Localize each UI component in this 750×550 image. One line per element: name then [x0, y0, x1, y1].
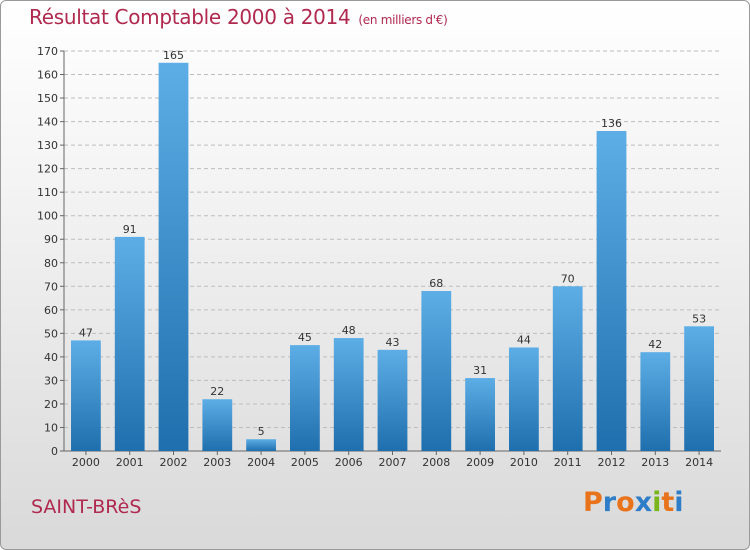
logo-letter: o	[616, 487, 635, 518]
data-label: 70	[561, 272, 575, 285]
x-tick-label: 2003	[203, 456, 231, 469]
x-tick-label: 2007	[379, 456, 407, 469]
x-tick-label: 2008	[422, 456, 450, 469]
data-label: 43	[386, 336, 400, 349]
data-label: 165	[163, 49, 184, 62]
y-tick-label: 120	[37, 163, 58, 176]
logo-letter: t	[661, 487, 675, 518]
chart-title: Résultat Comptable 2000 à 2014 (en millie…	[29, 5, 448, 29]
bar	[333, 338, 364, 451]
y-tick-label: 0	[51, 445, 58, 458]
y-tick-label: 140	[37, 116, 58, 129]
data-label: 136	[601, 117, 622, 130]
y-tick-label: 170	[37, 45, 58, 58]
logo-letter: i	[674, 487, 684, 518]
y-tick-label: 70	[44, 280, 58, 293]
bar	[552, 286, 583, 451]
y-tick-label: 20	[44, 398, 58, 411]
bar	[202, 399, 233, 451]
data-label: 47	[79, 326, 93, 339]
x-tick-label: 2001	[116, 456, 144, 469]
data-label: 48	[342, 324, 356, 337]
y-tick-label: 50	[44, 327, 58, 340]
data-label: 42	[648, 338, 662, 351]
bar	[421, 291, 452, 451]
data-label: 45	[298, 331, 312, 344]
y-tick-label: 110	[37, 186, 58, 199]
data-label: 68	[429, 277, 443, 290]
data-label: 22	[210, 385, 224, 398]
logo-letter: r	[602, 487, 617, 518]
y-tick-label: 80	[44, 257, 58, 270]
x-tick-label: 2010	[510, 456, 538, 469]
y-tick-label: 40	[44, 351, 58, 364]
chart-subtitle: (en milliers d'€)	[358, 13, 448, 27]
x-tick-label: 2009	[466, 456, 494, 469]
y-tick-label: 150	[37, 92, 58, 105]
commune-name: SAINT-BRèS	[31, 496, 142, 518]
y-tick-label: 90	[44, 233, 58, 246]
bar	[596, 131, 627, 451]
data-label: 91	[123, 223, 137, 236]
x-tick-label: 2012	[598, 456, 626, 469]
data-label: 31	[473, 364, 487, 377]
bar	[290, 345, 320, 451]
x-tick-label: 2005	[291, 456, 319, 469]
bar	[509, 347, 539, 451]
bar	[114, 236, 145, 451]
y-tick-label: 30	[44, 374, 58, 387]
proxiti-logo: Proxiti	[583, 487, 684, 518]
logo-letter: i	[652, 487, 662, 518]
y-tick-label: 60	[44, 304, 58, 317]
bar	[71, 340, 101, 451]
data-label: 5	[258, 425, 265, 438]
y-tick-label: 160	[37, 69, 58, 82]
bar	[377, 349, 408, 451]
bar	[158, 62, 189, 451]
x-tick-label: 2004	[247, 456, 275, 469]
x-tick-label: 2013	[641, 456, 669, 469]
data-label: 44	[517, 333, 531, 346]
chart-title-text: Résultat Comptable 2000 à 2014	[29, 5, 351, 29]
bar	[684, 326, 714, 451]
logo-letter: x	[634, 487, 653, 518]
x-tick-label: 2000	[72, 456, 100, 469]
y-tick-label: 10	[44, 421, 58, 434]
x-tick-label: 2014	[685, 456, 713, 469]
bar	[246, 439, 276, 451]
data-label: 53	[692, 312, 706, 325]
x-tick-label: 2006	[335, 456, 363, 469]
y-tick-label: 130	[37, 139, 58, 152]
x-tick-label: 2002	[160, 456, 188, 469]
y-tick-label: 100	[37, 210, 58, 223]
logo-letter: P	[583, 487, 603, 518]
x-tick-label: 2011	[554, 456, 582, 469]
bar	[465, 378, 495, 451]
bar	[640, 352, 671, 451]
